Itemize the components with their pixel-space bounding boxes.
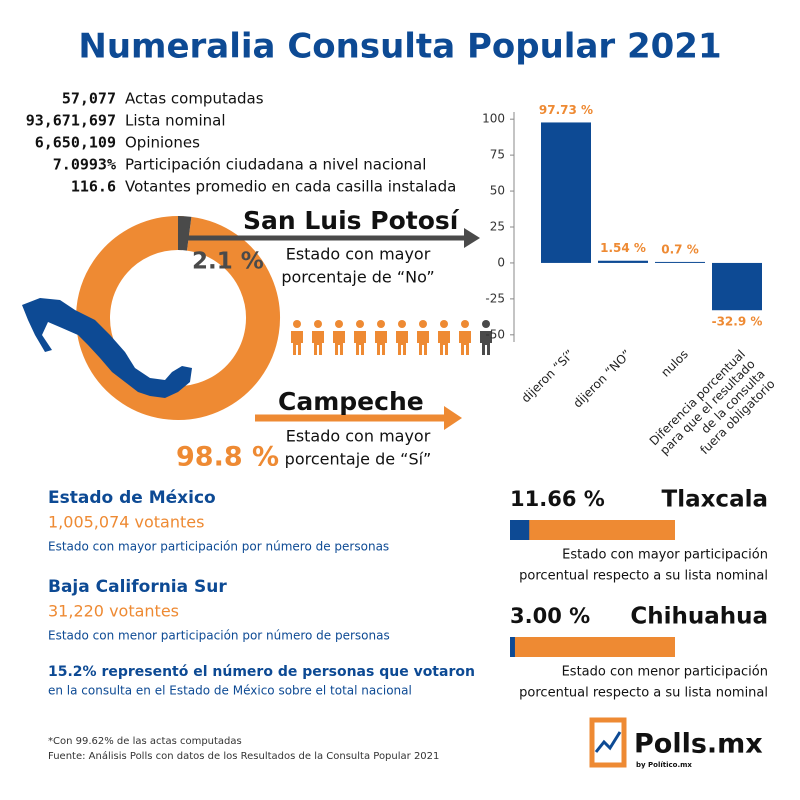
value-label: 0.7 %: [661, 242, 698, 256]
person-head: [482, 320, 490, 328]
value-label: 1.54 %: [600, 241, 646, 255]
participation-label: 11.66 %: [510, 487, 605, 511]
value-label: 97.73 %: [539, 103, 593, 117]
donut-si: [76, 216, 280, 420]
person-head: [419, 320, 427, 328]
caption: porcentual respecto a su lista nominal: [519, 569, 768, 584]
stat-label: Votantes promedio en cada casilla instal…: [125, 178, 456, 196]
person-head: [314, 320, 322, 328]
state-name: Estado de México: [48, 488, 216, 508]
voters: 1,005,074 votantes: [48, 513, 204, 532]
stats: 57,077 Actas computadas 93,671,697 Lista no…: [26, 90, 457, 196]
logo-by: by Político.mx: [636, 761, 692, 769]
person-body: [480, 331, 492, 355]
people-icons: [291, 320, 492, 355]
caption: Estado con mayor participación por númer…: [48, 540, 389, 554]
bar-track: [510, 520, 675, 540]
logo-icon: [589, 717, 627, 768]
bar: [712, 262, 762, 311]
y-tick-label: -50: [485, 327, 505, 341]
note: 15.2% representó el número de personas q…: [48, 664, 475, 680]
state-caption: Estado con mayor: [286, 245, 431, 264]
bar-track: [510, 637, 675, 657]
participation-label: 3.00 %: [510, 604, 590, 628]
person-body: [333, 331, 345, 355]
person-head: [377, 320, 385, 328]
person-head: [293, 320, 301, 328]
participation: 11.66 % Tlaxcala Estado con mayor particip…: [510, 487, 768, 701]
footnote: *Con 99.62% de las actas computadas: [48, 736, 242, 747]
y-tick-label: 0: [497, 255, 505, 269]
y-tick-label: 25: [490, 220, 505, 234]
person-body: [438, 331, 450, 355]
state-name: Campeche: [278, 387, 424, 416]
person-body: [459, 331, 471, 355]
logo: Polls.mx by Político.mx: [589, 717, 763, 769]
person-body: [312, 331, 324, 355]
caption: Estado con menor participación: [562, 665, 768, 680]
title: Numeralia Consulta Popular 2021: [78, 27, 721, 67]
stat-label: Actas computadas: [125, 90, 264, 108]
y-tick-label: 75: [490, 148, 505, 162]
value-label: -32.9 %: [712, 315, 763, 329]
state-name: Baja California Sur: [48, 577, 227, 597]
logo-line: [594, 731, 622, 753]
person-body: [396, 331, 408, 355]
stat-value: 116.6: [71, 178, 116, 196]
state-caption: porcentaje de “Sí”: [285, 450, 432, 469]
mexico-map: [22, 298, 192, 398]
state-caption: Estado con mayor: [286, 427, 431, 446]
donut-label: 2.1 %: [192, 249, 264, 275]
person-head: [335, 320, 343, 328]
person-body: [354, 331, 366, 355]
arrowhead: [444, 406, 462, 430]
donut-label: 98.8 %: [176, 442, 279, 473]
person-head: [356, 320, 364, 328]
person-body: [417, 331, 429, 355]
stat-value: 57,077: [62, 90, 116, 108]
person-body: [375, 331, 387, 355]
y-tick-label: -25: [485, 291, 505, 305]
arrowhead: [464, 228, 480, 248]
person-body: [291, 331, 303, 355]
stat-value: 93,671,697: [26, 112, 116, 130]
person-head: [461, 320, 469, 328]
stat-label: Opiniones: [125, 134, 200, 152]
logo-name: Polls.mx: [634, 729, 763, 760]
person-head: [440, 320, 448, 328]
note: en la consulta en el Estado de México so…: [48, 684, 412, 698]
bar: [655, 261, 705, 263]
bar: [510, 637, 515, 657]
bar: [541, 122, 591, 263]
state-name: San Luis Potosí: [243, 206, 460, 235]
state-name: Tlaxcala: [662, 487, 769, 513]
stat-label: Lista nominal: [125, 112, 226, 130]
stat-value: 6,650,109: [35, 134, 116, 152]
stat-label: Participación ciudadana a nivel nacional: [125, 156, 426, 174]
state-name: Chihuahua: [630, 604, 768, 630]
highlights: Estado de México 1,005,074 votantes Estado…: [48, 488, 475, 698]
person-head: [398, 320, 406, 328]
donut-no: [177, 216, 192, 251]
caption: Estado con menor participación por númer…: [48, 629, 390, 643]
bar: [510, 520, 530, 540]
y-tick-label: 100: [482, 112, 505, 126]
footnote: Fuente: Análisis Polls con datos de los …: [48, 750, 439, 762]
donut: San Luis Potosí 2.1 % Campeche 98.8 % Estado…: [76, 206, 480, 473]
y-tick-label: 50: [490, 184, 505, 198]
caption: porcentual respecto a su lista nominal: [519, 686, 768, 701]
caption: Estado con mayor participación: [562, 548, 768, 563]
state-caption: porcentaje de “No”: [281, 268, 434, 287]
bar: [598, 260, 648, 263]
voters: 31,220 votantes: [48, 602, 179, 621]
stat-value: 7.0993%: [53, 156, 116, 174]
